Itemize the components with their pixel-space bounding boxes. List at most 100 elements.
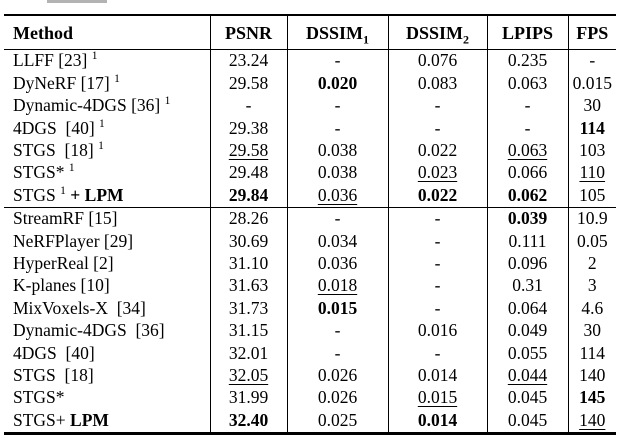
method-text: STGS* — [13, 162, 69, 183]
value-cell: 31.99 — [209, 386, 287, 410]
value-text: - — [334, 95, 341, 116]
value-cell: 114 — [567, 342, 616, 365]
value-cell: 0.066 — [486, 161, 568, 185]
value-cell: 29.38 — [209, 117, 287, 140]
value-cell: 31.10 — [209, 252, 287, 275]
method-text: Dynamic-4DGS [36] — [13, 95, 165, 116]
table-row: K-planes [10] 31.63 0.018 - 0.31 3 — [4, 274, 616, 298]
method-cell: 4DGS [40] 1 — [4, 117, 210, 139]
table-row: STGS* 1 29.48 0.038 0.023 0.066 110 — [4, 161, 616, 185]
value-cell: 0.055 — [486, 342, 568, 365]
table-row: HyperReal [2] 31.10 0.036 - 0.096 2 — [4, 252, 616, 275]
value-cell: 0.111 — [486, 230, 568, 253]
value-text: 0.038 — [317, 140, 358, 160]
value-text: 0.063 — [507, 72, 548, 93]
value-cell: - — [286, 117, 388, 140]
value-text: 32.40 — [228, 409, 269, 430]
value-text: 0.038 — [317, 162, 358, 183]
value-text: - — [434, 95, 441, 116]
method-cell: DyNeRF [17] 1 — [4, 72, 210, 94]
value-cell: 0.062 — [486, 184, 568, 208]
method-cell: StreamRF [15] — [4, 207, 210, 230]
value-cell: 140 — [567, 364, 616, 387]
value-cell: 28.26 — [209, 207, 287, 231]
superscript-marker: 1 — [98, 140, 104, 153]
method-cell: HyperReal [2] — [4, 253, 210, 275]
method-text: STGS+ — [13, 409, 71, 430]
value-cell: 110 — [567, 161, 616, 185]
value-cell: 0.016 — [387, 319, 487, 343]
value-cell: 30 — [567, 319, 616, 343]
superscript-marker: 1 — [60, 184, 66, 197]
value-text: 0.016 — [417, 320, 458, 341]
value-text: 0.064 — [507, 297, 548, 318]
method-text: STGS [18] — [13, 364, 94, 385]
method-text: LLFF [23] — [13, 50, 92, 71]
value-text: 0.049 — [507, 320, 548, 341]
method-cell: LLFF [23] 1 — [4, 50, 210, 73]
value-cell: 0.039 — [486, 207, 568, 231]
value-text: - — [334, 50, 341, 71]
results-table: Method PSNR DSSIM1 DSSIM2 LPIPS FPS LLFF [23]… — [4, 14, 616, 435]
value-text: 0.036 — [317, 184, 358, 205]
value-text: 0.018 — [317, 275, 358, 296]
value-text: 110 — [579, 162, 606, 183]
value-text: 0.015 — [317, 297, 358, 318]
value-cell: 0.096 — [486, 252, 568, 275]
value-text: 0.026 — [317, 364, 358, 385]
column-header-dssim2: DSSIM2 — [387, 15, 487, 50]
value-cell: 0.022 — [387, 139, 487, 162]
value-cell: 145 — [567, 386, 616, 410]
value-cell: 0.064 — [486, 297, 568, 320]
value-text: 0.05 — [576, 230, 608, 251]
value-text: 29.58 — [228, 140, 269, 160]
value-text: - — [434, 297, 441, 318]
value-cell: 31.73 — [209, 297, 287, 320]
table-row: 4DGS [40] 32.01 - - 0.055 114 — [4, 342, 616, 365]
superscript-marker: 1 — [68, 162, 75, 175]
subscript-marker: 2 — [463, 32, 469, 47]
value-text: 0.036 — [317, 252, 358, 273]
value-text: 0.022 — [417, 184, 458, 205]
value-text: 31.73 — [228, 297, 269, 318]
method-text: Dynamic-4DGS [36] — [13, 320, 165, 341]
method-text: DyNeRF [17] — [13, 72, 115, 93]
superscript-marker: 1 — [99, 117, 105, 130]
value-text: 28.26 — [228, 208, 269, 229]
value-text: 0.022 — [417, 140, 458, 160]
column-header-dssim1: DSSIM1 — [286, 15, 388, 50]
value-text: - — [524, 95, 531, 116]
value-text: 0.014 — [417, 409, 458, 430]
table-row: Dynamic-4DGS [36] 1 - - - - 30 — [4, 94, 616, 118]
value-cell: 10.9 — [567, 207, 616, 231]
value-cell: 0.045 — [486, 386, 568, 410]
method-cell: STGS* 1 — [4, 162, 210, 184]
value-text: 31.63 — [228, 275, 269, 296]
value-cell: - — [486, 94, 568, 118]
method-text: StreamRF [15] — [13, 208, 118, 229]
value-text: - — [434, 208, 441, 229]
method-cell: MixVoxels-X [34] — [4, 297, 210, 319]
value-cell: - — [209, 94, 287, 118]
value-text: 29.48 — [228, 162, 269, 183]
value-cell: 0.026 — [286, 386, 388, 410]
method-text: NeRFPlayer [29] — [13, 230, 134, 251]
value-text: 0.039 — [507, 208, 548, 229]
value-cell: 0.044 — [486, 364, 568, 387]
table-row: STGS 1 + LPM 29.84 0.036 0.022 0.062 105 — [4, 184, 616, 208]
value-text: 30 — [583, 95, 602, 116]
value-text: 0.034 — [317, 230, 358, 251]
value-text: - — [434, 230, 441, 251]
value-cell: 0.05 — [567, 230, 616, 253]
value-cell: 29.84 — [209, 184, 287, 208]
value-cell: 0.034 — [286, 230, 388, 253]
value-cell: 29.58 — [209, 139, 287, 162]
value-text: 31.99 — [228, 387, 269, 408]
value-cell: 32.40 — [209, 409, 287, 434]
table-body: LLFF [23] 1 23.24-0.076 0.235- DyNeRF [17] … — [4, 49, 616, 434]
top-edge-artifact — [47, 0, 107, 3]
column-header-psnr: PSNR — [209, 15, 287, 50]
method-cell: STGS* — [4, 387, 210, 409]
value-text: 0.015 — [417, 387, 458, 408]
value-cell: 31.15 — [209, 319, 287, 343]
